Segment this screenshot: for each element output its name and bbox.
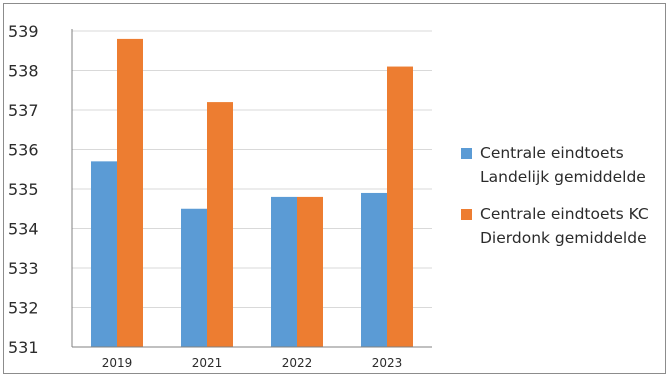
bar-2019-series-2 — [117, 38, 143, 348]
legend-swatch-2 — [461, 209, 472, 220]
y-tick-label: 532 — [8, 299, 39, 318]
legend: Centrale eindtoets Landelijk gemiddelde Ce… — [461, 144, 649, 247]
bars — [91, 38, 413, 348]
x-tick-label: 2023 — [372, 356, 403, 370]
legend-label-1: Centrale eindtoets — [480, 144, 624, 162]
x-tick-label: 2019 — [102, 356, 133, 370]
bar-2021-series-1 — [181, 208, 207, 347]
bar-2021-series-2 — [207, 102, 233, 347]
x-axis-ticks: 2019 2021 2022 2023 — [102, 356, 403, 370]
axes — [71, 29, 432, 348]
y-tick-label: 536 — [8, 141, 39, 160]
x-tick-label: 2022 — [282, 356, 313, 370]
bar-2019-series-1 — [91, 161, 117, 347]
x-tick-label: 2021 — [192, 356, 223, 370]
legend-label-2: Centrale eindtoets KC — [480, 205, 649, 223]
y-tick-label: 533 — [8, 259, 39, 278]
y-tick-label: 537 — [8, 101, 39, 120]
bar-2023-series-2 — [387, 66, 413, 348]
bar-2023-series-1 — [361, 192, 387, 347]
y-axis-ticks: 531 532 533 534 535 536 537 538 539 — [8, 22, 39, 357]
bar-2022-series-1 — [271, 196, 297, 347]
y-tick-label: 531 — [8, 338, 39, 357]
legend-label-1: Landelijk gemiddelde — [480, 168, 646, 186]
y-tick-label: 539 — [8, 22, 39, 41]
y-tick-label: 538 — [8, 62, 39, 81]
y-tick-label: 535 — [8, 180, 39, 199]
legend-label-2: Dierdonk gemiddelde — [480, 229, 647, 247]
bar-2022-series-2 — [297, 196, 323, 347]
y-tick-label: 534 — [8, 220, 39, 239]
legend-swatch-1 — [461, 148, 472, 159]
